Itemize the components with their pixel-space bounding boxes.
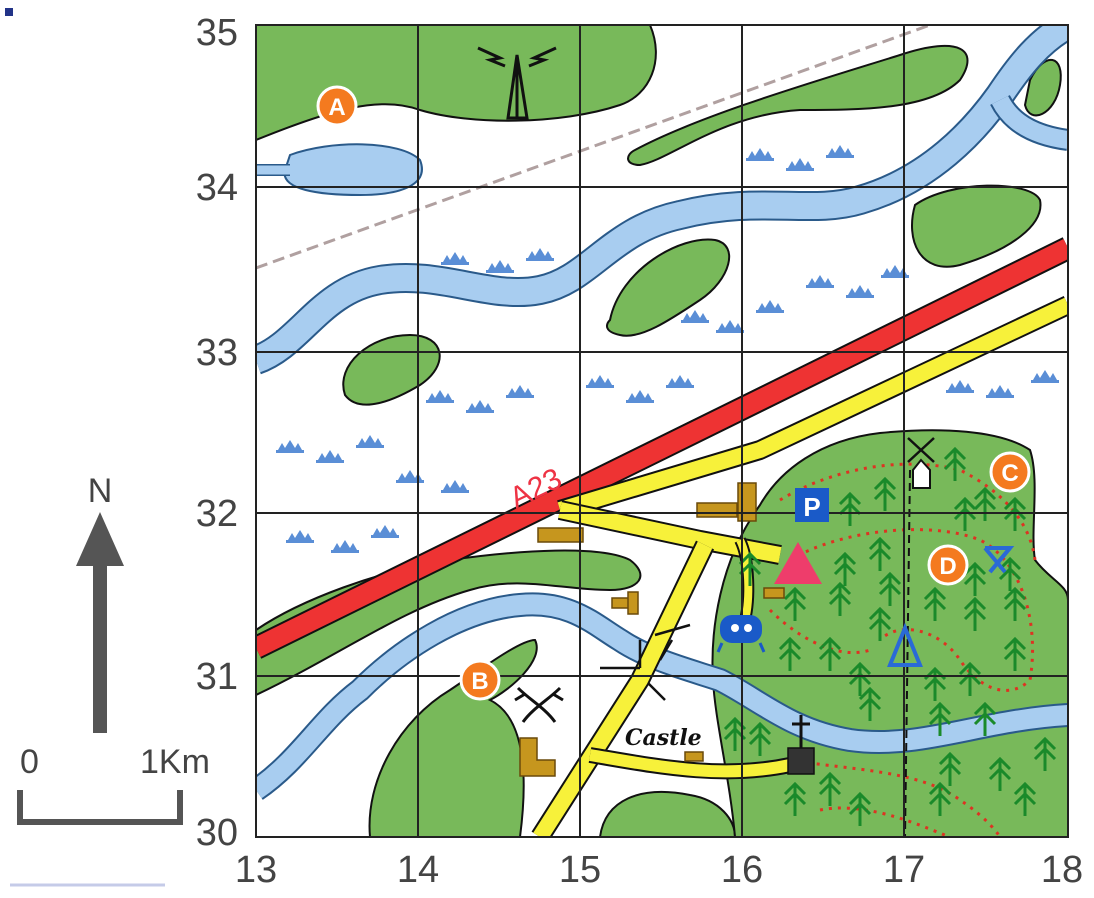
marker-d-label: D [939, 553, 956, 580]
radio-mast-icon [477, 46, 557, 120]
y-tick-label: 33 [196, 332, 238, 374]
woodland-north [627, 44, 969, 167]
y-tick-label: 34 [196, 167, 238, 209]
church-icon [787, 715, 815, 775]
corner-mark [5, 8, 13, 16]
y-tick-label: 32 [196, 493, 238, 535]
grid-lines [255, 24, 1069, 838]
marker-a: A [316, 85, 358, 127]
marker-c-label: C [1001, 460, 1018, 487]
scale-end-label: 1Km [140, 743, 210, 781]
woodland-centre [606, 238, 731, 337]
scale-start-label: 0 [20, 743, 39, 781]
castle-ruins [600, 623, 691, 701]
north-arrow-icon: N [76, 472, 124, 733]
secondary-roads [531, 295, 1068, 837]
x-tick-label: 17 [883, 849, 925, 891]
windmill-icon [907, 437, 935, 489]
y-axis-labels: 35 34 33 32 31 30 [196, 12, 238, 854]
x-tick-label: 15 [559, 849, 601, 891]
x-tick-label: 14 [397, 849, 439, 891]
railway-line [256, 25, 931, 270]
viewpoint-icon [887, 546, 1015, 667]
parking-label: P [803, 492, 820, 522]
river-south [256, 594, 1068, 799]
scale-bar: 0 1Km [17, 743, 210, 825]
y-tick-label: 35 [196, 12, 238, 54]
x-tick-label: 18 [1041, 849, 1083, 891]
camp-site-icon [774, 542, 822, 584]
river-north [256, 25, 1068, 373]
parking-icon: P [795, 488, 829, 522]
marker-b: B [459, 659, 501, 701]
marker-a-label: A [328, 94, 345, 121]
marker-c: C [989, 451, 1031, 493]
marker-d: D [927, 544, 969, 586]
x-tick-label: 16 [721, 849, 763, 891]
battlefield-icon [514, 686, 564, 723]
y-tick-label: 30 [196, 812, 238, 854]
picnic-site-icon [716, 615, 766, 653]
castle-label: Castle [625, 725, 702, 751]
marker-b-label: B [471, 668, 488, 695]
river-tributary [991, 95, 1068, 149]
a23-road [256, 239, 1068, 657]
footpath [904, 469, 911, 837]
x-tick-label: 13 [235, 849, 277, 891]
x-axis-labels: 13 14 15 16 17 18 [235, 849, 1083, 891]
y-tick-label: 31 [196, 656, 238, 698]
north-label: N [88, 472, 113, 510]
woodland-south-centre [598, 791, 737, 837]
